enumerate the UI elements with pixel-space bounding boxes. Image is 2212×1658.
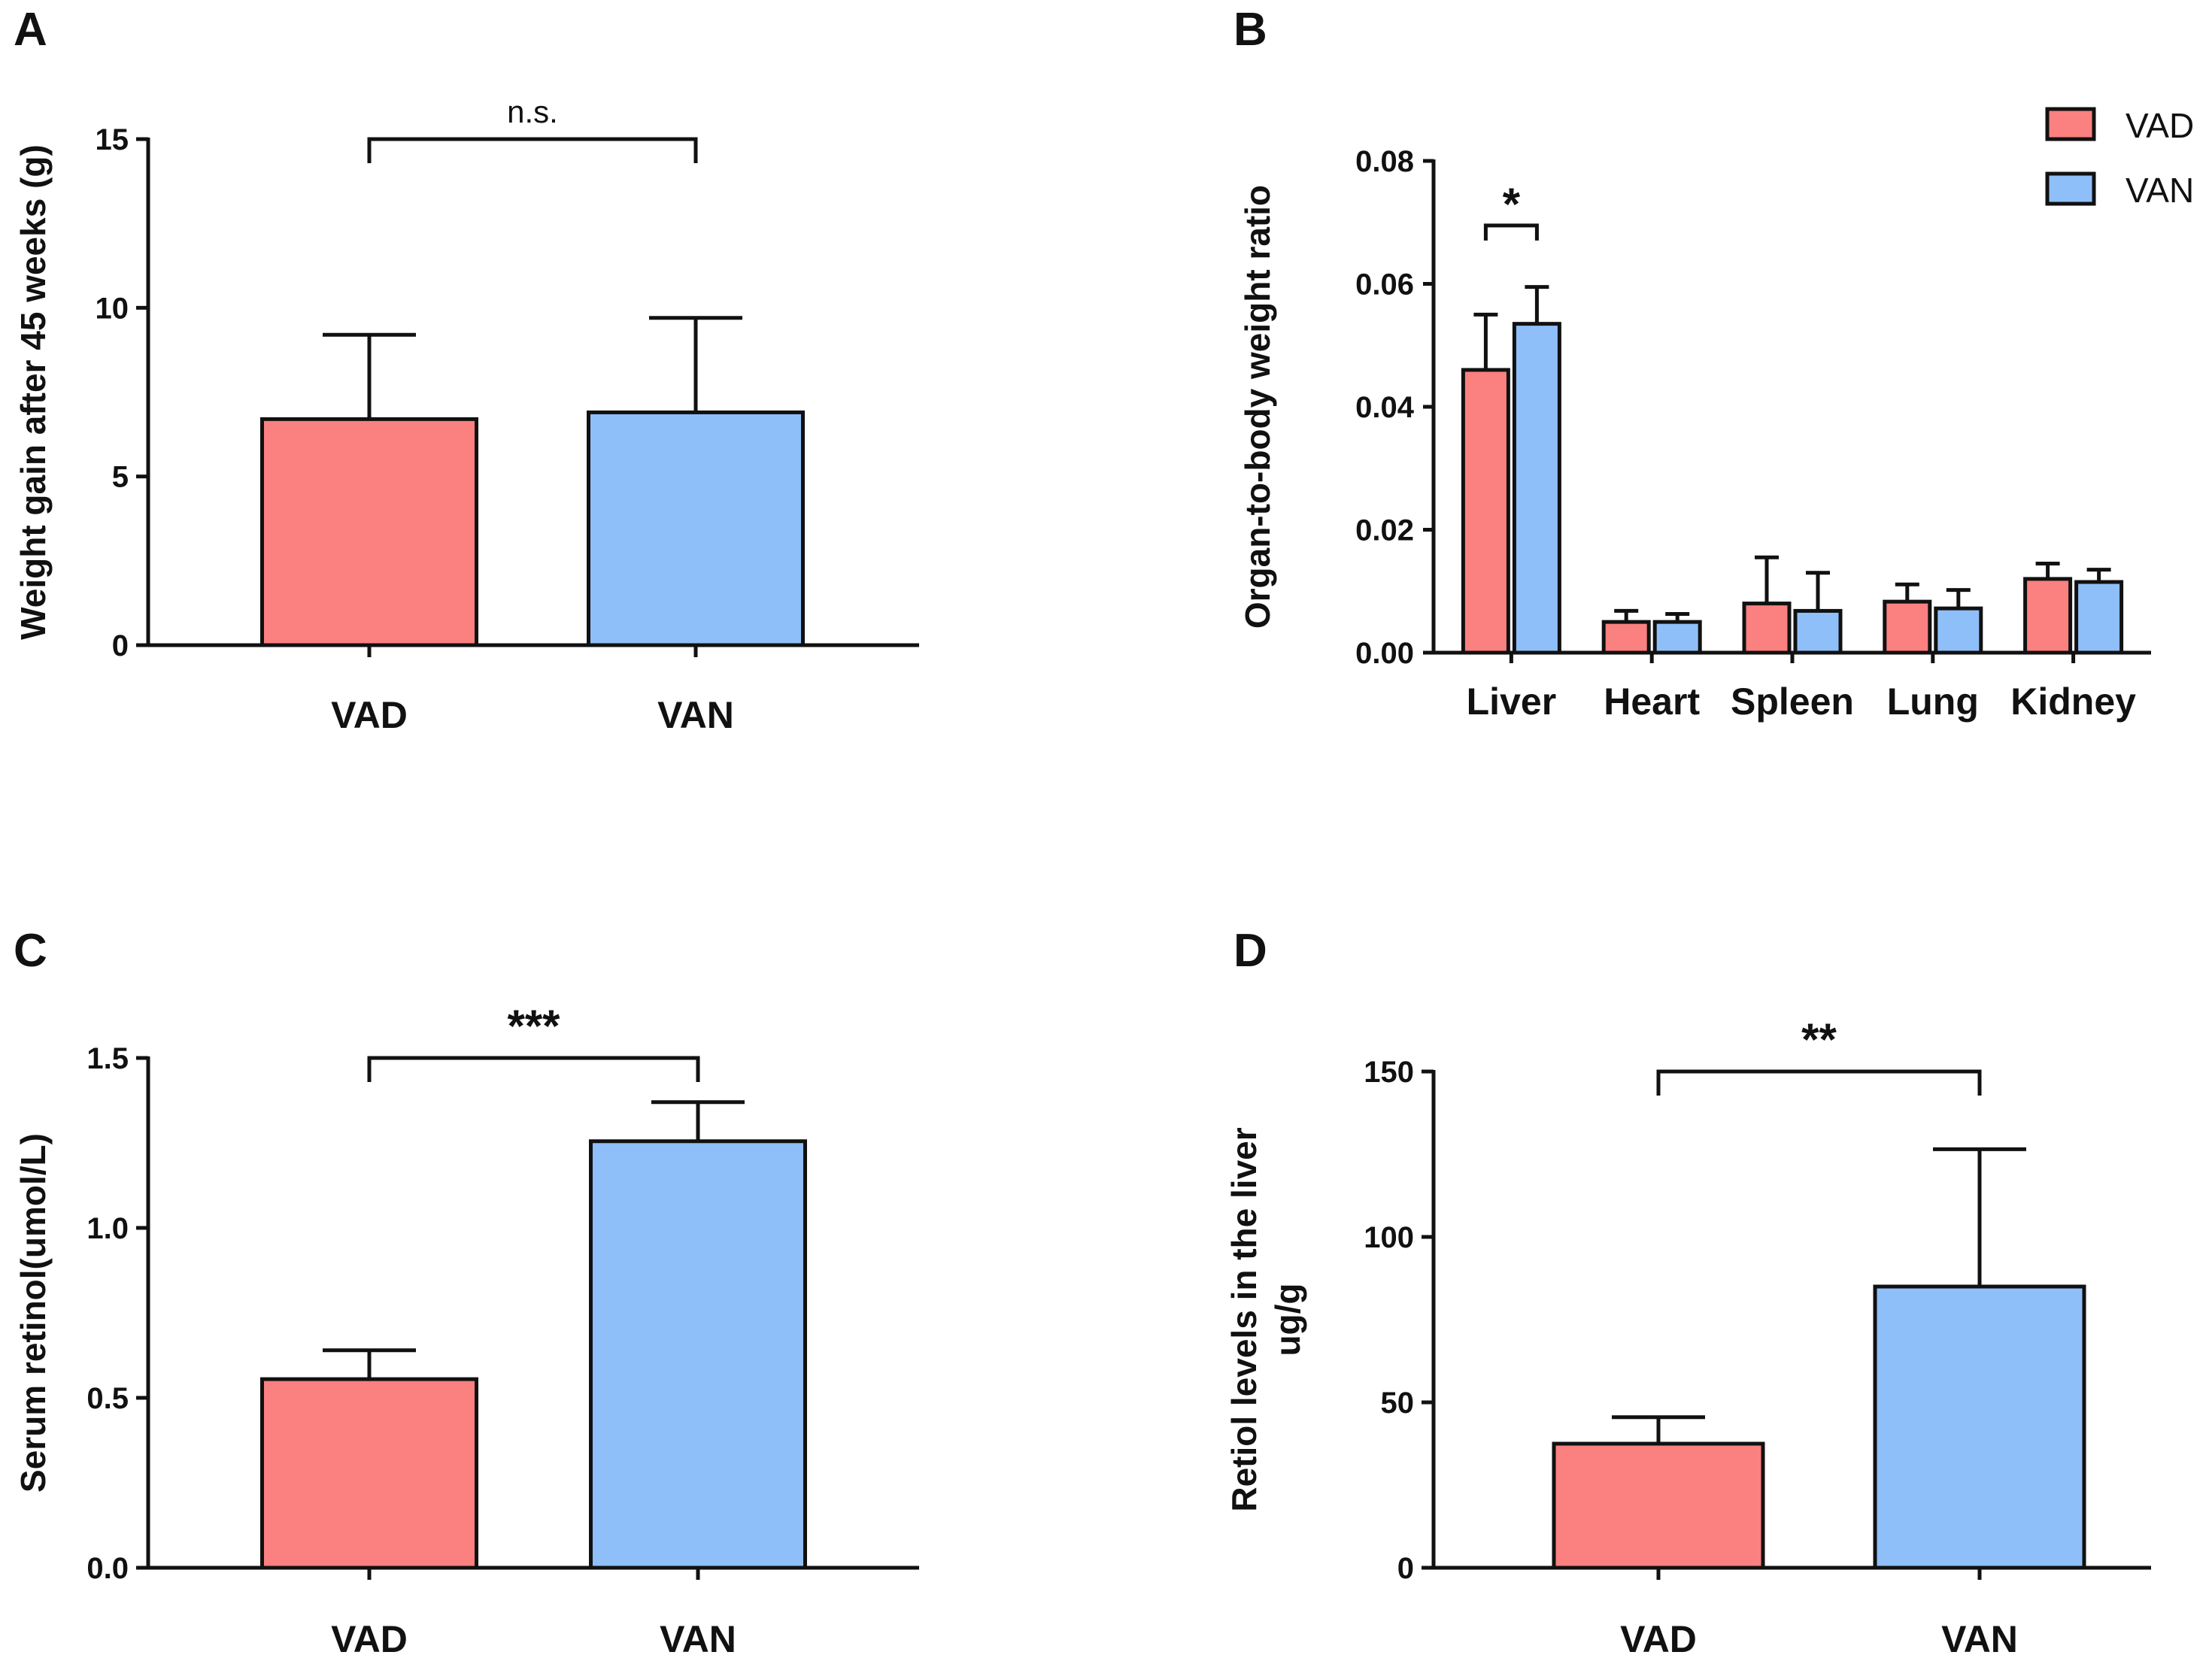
significance-label: n.s. xyxy=(507,94,558,129)
bar-van xyxy=(2074,580,2124,655)
panel-letter: D xyxy=(1233,925,1267,977)
panel-letter: A xyxy=(14,4,47,56)
y-axis-title: ug/g xyxy=(1268,1283,1307,1356)
y-tick-label: 0.08 xyxy=(1355,145,1414,178)
panel-B: B Organ-to-body weight ratio 0.00 0.02 0.04 0… xyxy=(1233,4,2194,723)
bar-vad xyxy=(1883,599,1932,655)
x-category-label: Spleen xyxy=(1731,680,1854,723)
bar-van xyxy=(587,410,805,647)
x-category-label: VAD xyxy=(1620,1618,1697,1658)
x-category-label: VAN xyxy=(657,694,734,736)
x-category-label: Liver xyxy=(1467,680,1557,723)
panel-D: D Retiol levels in the liver ug/g 0 50 100 150… xyxy=(1224,925,2151,1658)
x-category-label: VAN xyxy=(660,1618,736,1658)
legend-swatch-vad xyxy=(2045,107,2096,141)
x-category-label: VAD xyxy=(331,694,408,736)
y-axis-title: Weight gain after 45 weeks (g) xyxy=(14,144,53,640)
legend-swatch-van xyxy=(2045,171,2096,206)
y-tick-label: 10 xyxy=(96,292,129,325)
x-category-label: VAD xyxy=(331,1618,408,1658)
y-axis-title: Retiol levels in the liver xyxy=(1224,1127,1264,1511)
bar-vad xyxy=(2023,577,2073,655)
y-tick-label: 15 xyxy=(96,123,129,156)
y-tick-label: 0 xyxy=(1397,1552,1414,1585)
panel-A: A Weight gain after 45 weeks (g) 0 5 10 15 VAD… xyxy=(14,4,919,736)
significance-label: *** xyxy=(507,1001,560,1051)
y-tick-label: 0 xyxy=(112,629,129,662)
significance-bracket xyxy=(367,137,698,163)
y-tick-label: 1.0 xyxy=(86,1212,129,1245)
x-category-label: Lung xyxy=(1887,680,1979,723)
y-axis-title: Organ-to-body weight ratio xyxy=(1238,185,1277,629)
significance-bracket xyxy=(1656,1069,1982,1096)
y-tick-label: 0.02 xyxy=(1355,514,1414,547)
bar-van xyxy=(1793,608,1843,655)
bar-vad xyxy=(1742,602,1792,655)
y-tick-label: 0.0 xyxy=(86,1552,129,1585)
bar-vad xyxy=(260,417,478,647)
x-category-label: Heart xyxy=(1604,680,1700,723)
bar-vad xyxy=(260,1377,478,1570)
significance-bracket xyxy=(367,1056,700,1082)
y-axis-title: Serum retinol(umol/L) xyxy=(14,1133,53,1493)
legend-label: VAN xyxy=(2126,171,2194,210)
legend-label: VAD xyxy=(2126,106,2194,145)
bar-vad xyxy=(1461,368,1510,655)
y-tick-label: 150 xyxy=(1364,1056,1414,1089)
y-tick-label: 1.5 xyxy=(86,1042,129,1075)
bar-van xyxy=(1934,606,1983,655)
y-tick-label: 0.00 xyxy=(1355,637,1414,670)
y-tick-label: 100 xyxy=(1364,1221,1414,1254)
y-tick-label: 0.5 xyxy=(86,1382,129,1415)
y-tick-label: 0.04 xyxy=(1355,391,1415,424)
significance-label: ** xyxy=(1801,1014,1837,1065)
y-tick-label: 50 xyxy=(1381,1387,1415,1420)
bar-van xyxy=(1873,1284,2086,1570)
significance-label: * xyxy=(1503,179,1521,229)
x-category-label: VAN xyxy=(1941,1618,2018,1658)
bar-van xyxy=(589,1139,807,1570)
y-tick-label: 5 xyxy=(112,461,129,494)
bar-vad xyxy=(1552,1441,1765,1570)
y-tick-label: 0.06 xyxy=(1355,268,1414,302)
significance-bracket xyxy=(1483,223,1539,241)
panel-letter: C xyxy=(14,925,47,977)
x-category-label: Kidney xyxy=(2010,680,2136,723)
panel-C: C Serum retinol(umol/L) 0.0 0.5 1.0 1.5 VAD VAN… xyxy=(14,925,919,1658)
legend: VAD VAN xyxy=(2045,106,2194,210)
bar-vad xyxy=(1601,620,1651,655)
bar-van xyxy=(1512,322,1561,655)
panel-letter: B xyxy=(1233,4,1267,56)
bar-van xyxy=(1652,620,1702,655)
